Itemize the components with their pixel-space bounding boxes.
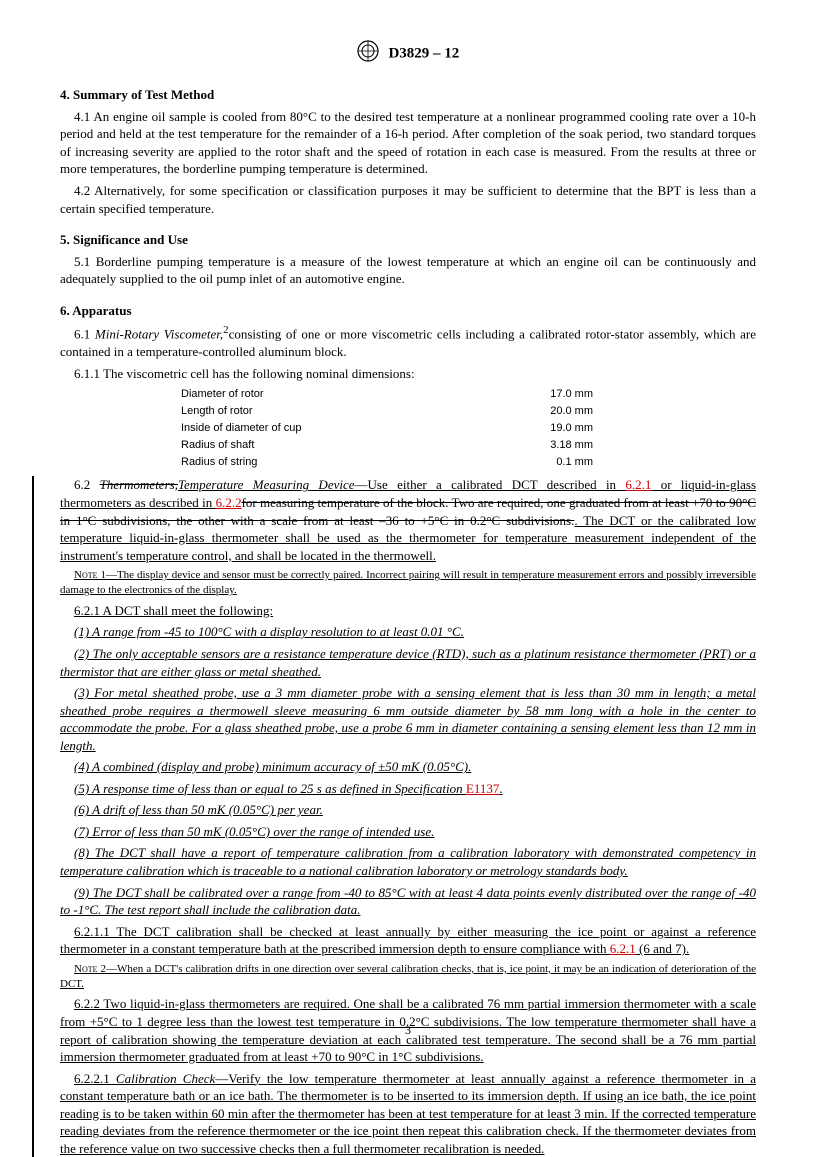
para-6-2-1: 6.2.1 A DCT shall meet the following:	[60, 602, 756, 620]
ref-6-2-1[interactable]: 6.2.1	[625, 477, 651, 492]
i2-text: (2) The only acceptable sensors are a re…	[60, 646, 756, 679]
table-row: Inside of diameter of cup19.0 mm	[180, 420, 594, 437]
page-header: D3829 – 12	[60, 40, 756, 68]
item-2: (2) The only acceptable sensors are a re…	[60, 645, 756, 680]
i4-text: (4) A combined (display and probe) minim…	[74, 759, 471, 774]
item-4: (4) A combined (display and probe) minim…	[60, 758, 756, 776]
i8-text: (8) The DCT shall have a report of tempe…	[60, 845, 756, 878]
para-4-1: 4.1 An engine oil sample is cooled from …	[60, 108, 756, 178]
note-1-text: The display device and sensor must be co…	[60, 569, 756, 596]
p6211b: (6 and 7).	[636, 941, 689, 956]
para-5-1: 5.1 Borderline pumping temperature is a …	[60, 253, 756, 288]
para-6-2-2-1: 6.2.2.1 Calibration Check—Verify the low…	[60, 1070, 756, 1157]
table-row: Radius of string0.1 mm	[180, 454, 594, 471]
item-3: (3) For metal sheathed probe, use a 3 mm…	[60, 684, 756, 754]
p62-num: 6.2	[74, 477, 100, 492]
mini-rotary-term: Mini-Rotary Viscometer,	[95, 327, 223, 342]
note-2: Note 2—When a DCT's calibration drifts i…	[60, 962, 756, 992]
para-6-1-num: 6.1	[74, 327, 95, 342]
section-4-head: 4. Summary of Test Method	[60, 86, 756, 104]
p62-strike-term: Thermometers,	[100, 477, 178, 492]
i6-text: (6) A drift of less than 50 mK (0.05°C) …	[74, 802, 323, 817]
table-row: Length of rotor20.0 mm	[180, 403, 594, 420]
item-1: (1) A range from -45 to 100°C with a dis…	[60, 623, 756, 641]
i5b-text: .	[499, 781, 502, 796]
note-1: Note 1—The display device and sensor mus…	[60, 568, 756, 598]
i1-text: (1) A range from -45 to 100°C with a dis…	[74, 624, 464, 639]
section-6-head: 6. Apparatus	[60, 302, 756, 320]
item-6: (6) A drift of less than 50 mK (0.05°C) …	[60, 801, 756, 819]
note-2-text: When a DCT's calibration drifts in one d…	[60, 963, 756, 990]
note-1-label: Note 1—	[74, 569, 117, 581]
p621-text: 6.2.1 A DCT shall meet the following:	[74, 603, 273, 618]
item-9: (9) The DCT shall be calibrated over a r…	[60, 884, 756, 919]
ref-e1137[interactable]: E1137	[466, 781, 499, 796]
ref-6-2-2[interactable]: 6.2.2	[216, 495, 242, 510]
para-6-2-1-1: 6.2.1.1 The DCT calibration shall be che…	[60, 923, 756, 958]
i9-text: (9) The DCT shall be calibrated over a r…	[60, 885, 756, 918]
calibration-check-term: Calibration Check	[116, 1071, 215, 1086]
i7-text: (7) Error of less than 50 mK (0.05°C) ov…	[74, 824, 434, 839]
page-number: 3	[0, 1022, 816, 1038]
note-2-label: Note 2—	[74, 963, 117, 975]
table-row: Radius of shaft3.18 mm	[180, 437, 594, 454]
para-6-1: 6.1 Mini-Rotary Viscometer,2consisting o…	[60, 323, 756, 360]
p62-under-term: Temperature Measuring Device	[178, 477, 355, 492]
designation: D3829 – 12	[388, 46, 459, 62]
ref-6-2-1-b[interactable]: 6.2.1	[610, 941, 636, 956]
para-4-2: 4.2 Alternatively, for some specificatio…	[60, 182, 756, 217]
table-row: Diameter of rotor17.0 mm	[180, 386, 594, 403]
item-8: (8) The DCT shall have a report of tempe…	[60, 844, 756, 879]
dimensions-table: Diameter of rotor17.0 mmLength of rotor2…	[180, 386, 594, 470]
p6221-num: 6.2.2.1	[74, 1071, 116, 1086]
p62-mid1: —Use either a calibrated DCT described i…	[355, 477, 626, 492]
para-6-2: 6.2 Thermometers,Temperature Measuring D…	[60, 476, 756, 564]
section-5-head: 5. Significance and Use	[60, 231, 756, 249]
item-7: (7) Error of less than 50 mK (0.05°C) ov…	[60, 823, 756, 841]
item-5: (5) A response time of less than or equa…	[60, 780, 756, 798]
i3-text: (3) For metal sheathed probe, use a 3 mm…	[60, 685, 756, 753]
i5a-text: (5) A response time of less than or equa…	[74, 781, 466, 796]
para-6-1-1: 6.1.1 The viscometric cell has the follo…	[60, 365, 756, 383]
astm-logo-icon	[357, 40, 379, 68]
